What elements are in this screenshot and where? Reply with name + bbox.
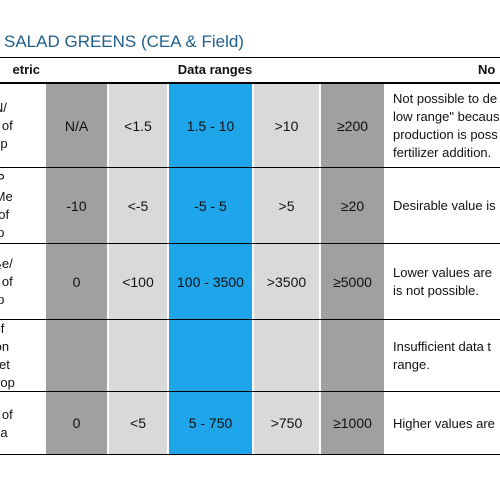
range-cell: >3500 — [254, 244, 319, 319]
notes-cell: Lower values are is not possible. — [393, 244, 500, 320]
header-notes: No — [478, 61, 496, 77]
range-cell: >5 — [254, 168, 319, 243]
range-value: <5 — [130, 415, 146, 431]
rule — [0, 454, 500, 455]
notes-cell: Not possible to de low range" becaus produ… — [393, 84, 500, 168]
note-line: Higher values are — [393, 415, 495, 431]
range-value: <100 — [122, 273, 154, 290]
title: SALAD GREENS (CEA & Field) — [4, 32, 244, 51]
metric-cell: ³ of ation r/Met of crop — [0, 320, 45, 392]
rule — [0, 319, 500, 320]
metric-line: us/Me — [0, 189, 13, 204]
range-value: -10 — [66, 197, 87, 214]
note-line: Not possible to de — [393, 91, 498, 106]
range-cell — [321, 320, 384, 391]
range-cell: ≥20 — [321, 168, 384, 243]
range-cell: >750 — [254, 392, 319, 454]
range-value: 5 - 750 — [188, 415, 233, 431]
range-value: -5 - 5 — [194, 197, 227, 214]
range-cell: <5 — [109, 392, 167, 454]
range-value: ≥5000 — [333, 273, 372, 290]
range-cell: ≥1000 — [321, 392, 384, 454]
metric-line: c t of — [0, 207, 10, 222]
metric-line: ³ of — [0, 321, 5, 336]
range-value: >5 — [278, 197, 295, 214]
notes-cell: Desirable value is — [393, 168, 500, 244]
range-cell — [46, 320, 107, 391]
range-cell: 0 — [46, 392, 107, 454]
metric-line: CO₂e/ — [0, 256, 13, 271]
range-cell: 100 - 3500 — [169, 244, 252, 319]
note-line: production is poss — [393, 127, 498, 142]
range-cell: ≥200 — [321, 84, 384, 167]
range-value: >10 — [274, 117, 299, 134]
range-cell: ≥5000 — [321, 244, 384, 319]
metric-cell: g N/ric t of crop — [0, 84, 45, 168]
metric-cell: CO₂e/ric t of rop — [0, 244, 45, 320]
note-line: fertilizer addition. — [393, 145, 492, 160]
note-line: Lower values are — [393, 265, 492, 280]
note-line: is not possible. — [393, 283, 479, 298]
range-cell — [254, 320, 319, 391]
range-cell: <1.5 — [109, 84, 167, 167]
metric-line: g N/ — [0, 100, 7, 115]
rule — [0, 391, 500, 392]
rule — [0, 82, 500, 84]
range-value: <-5 — [127, 197, 149, 214]
note-line: range. — [393, 357, 430, 372]
metric-line: p/ha — [0, 424, 8, 440]
range-value: ≥200 — [336, 117, 369, 134]
note-line: Desirable value is — [393, 198, 496, 213]
range-value: N/A — [64, 117, 89, 134]
range-cell — [109, 320, 167, 391]
metric-line: ric t of — [0, 118, 13, 133]
range-cell: 0 — [46, 244, 107, 319]
metric-cell: g P us/Me c t of rop — [0, 168, 45, 244]
rule — [0, 243, 500, 244]
range-value: <1.5 — [124, 117, 152, 134]
range-value: >750 — [270, 415, 303, 431]
notes-cell: Higher values are — [393, 392, 500, 455]
metric-line: ric t of — [0, 274, 13, 289]
header-ranges: Data ranges — [177, 61, 253, 77]
rule — [0, 57, 500, 58]
range-value: >3500 — [266, 273, 307, 290]
metric-line: g P — [0, 171, 5, 186]
range-cell: 1.5 - 10 — [169, 84, 252, 167]
range-value: 0 — [72, 273, 81, 290]
range-value: ≥20 — [340, 197, 365, 214]
note-line: Insufficient data t — [393, 339, 492, 354]
metric-line: r/Met — [0, 357, 10, 372]
range-value: 1.5 - 10 — [186, 117, 235, 134]
range-value: 0 — [72, 415, 81, 431]
range-cell — [169, 320, 252, 391]
header-metric: etric — [12, 61, 40, 77]
metric-line: of crop — [0, 375, 15, 390]
rule — [0, 167, 500, 168]
range-value: 100 - 3500 — [177, 273, 244, 290]
range-cell: -10 — [46, 168, 107, 243]
range-cell: -5 - 5 — [169, 168, 252, 243]
metric-line: ation — [0, 339, 10, 354]
note-line: low range" becaus — [393, 109, 500, 124]
metric-cell: ric t of p/ha — [0, 392, 45, 455]
range-cell: <100 — [109, 244, 167, 319]
metric-line: rop — [0, 292, 5, 307]
range-cell: 5 - 750 — [169, 392, 252, 454]
range-value: ≥1000 — [333, 415, 372, 431]
metric-line: crop — [0, 136, 8, 151]
notes-cell: Insufficient data t range. — [393, 320, 500, 392]
range-cell: N/A — [46, 84, 107, 167]
range-cell: <-5 — [109, 168, 167, 243]
range-cell: >10 — [254, 84, 319, 167]
metric-line: rop — [0, 225, 5, 240]
metric-line: ric t of — [0, 406, 13, 422]
